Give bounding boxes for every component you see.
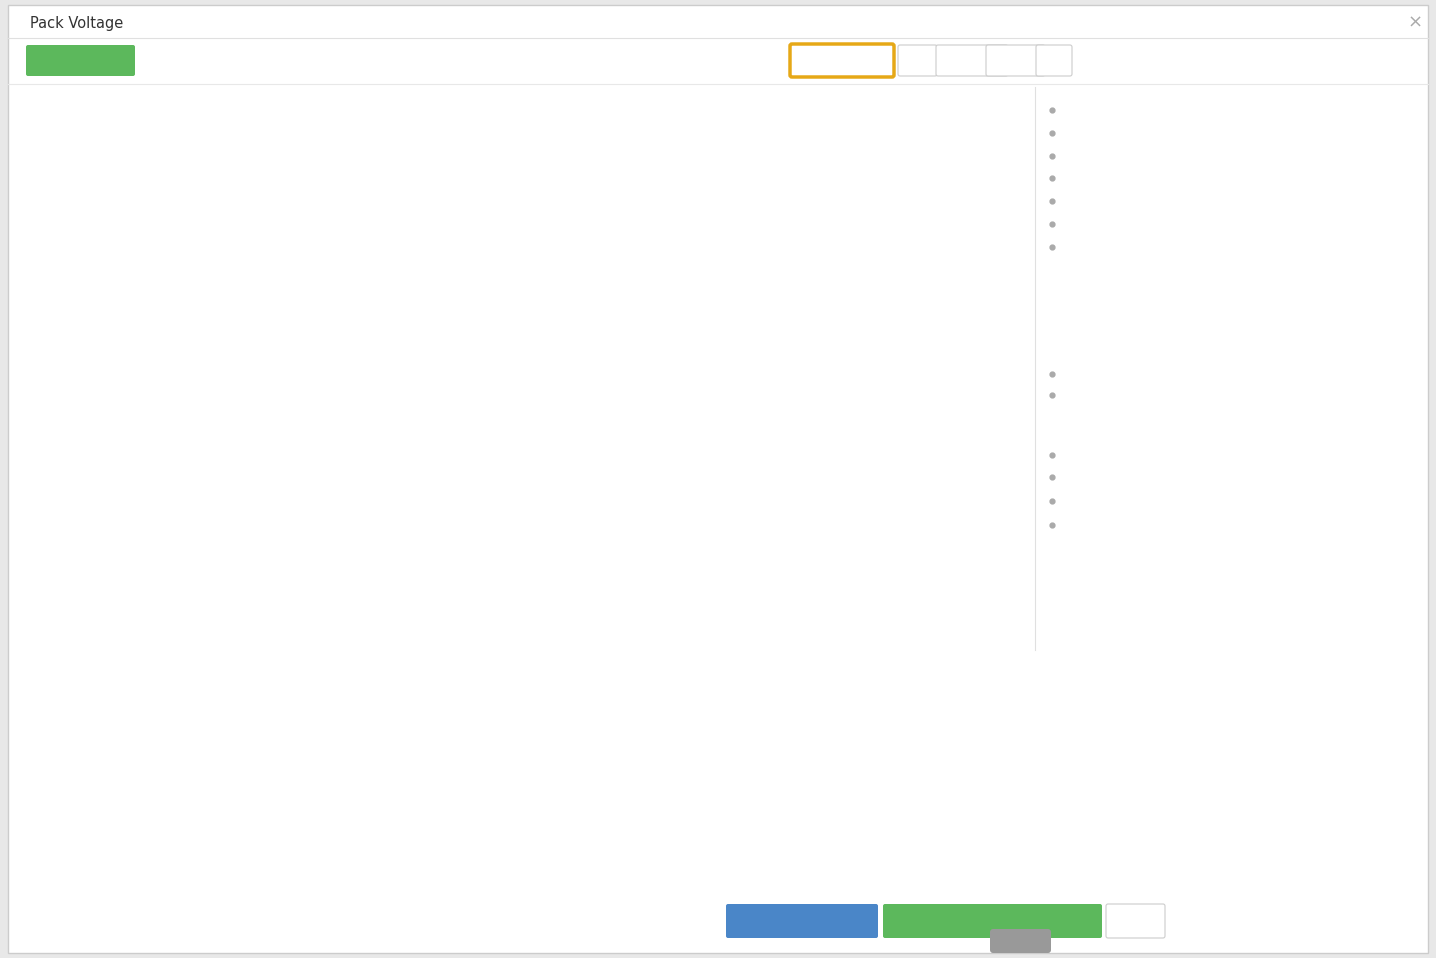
FancyBboxPatch shape (883, 904, 1101, 938)
Y-axis label: Y-Axis: Y-Axis (49, 349, 62, 387)
FancyBboxPatch shape (9, 5, 1427, 953)
Text: ⬇ Export Chart: ⬇ Export Chart (34, 56, 126, 66)
FancyBboxPatch shape (643, 101, 1024, 234)
X-axis label: X-Axis: X-Axis (544, 664, 584, 676)
FancyBboxPatch shape (989, 929, 1051, 953)
FancyBboxPatch shape (898, 45, 938, 76)
Text: ▾  Colored By: id: ▾ Colored By: id (676, 123, 767, 132)
Text: → Next: → Next (998, 56, 1034, 66)
Text: First: First (906, 56, 929, 66)
Text: Pack Voltage: Pack Voltage (747, 165, 819, 174)
Text: 2:3349: 2:3349 (1002, 936, 1037, 946)
Text: Pack Voltage: Pack Voltage (30, 15, 123, 31)
FancyBboxPatch shape (727, 904, 877, 938)
Text: ×: × (1407, 14, 1423, 32)
Text: Last: Last (1043, 56, 1066, 66)
FancyBboxPatch shape (987, 45, 1045, 76)
FancyBboxPatch shape (26, 45, 135, 76)
Text: Go to Response ▼: Go to Response ▼ (793, 56, 892, 66)
FancyBboxPatch shape (1106, 904, 1165, 938)
Text: Create new page with this response: Create new page with this response (892, 916, 1093, 926)
FancyBboxPatch shape (790, 44, 895, 77)
Text: Cancel: Cancel (1116, 916, 1155, 926)
Text: Pack Voltage: Pack Voltage (747, 196, 819, 207)
FancyBboxPatch shape (1035, 45, 1073, 76)
FancyBboxPatch shape (936, 45, 1008, 76)
Text: Add to current page: Add to current page (747, 916, 857, 926)
Text: ← Previous: ← Previous (943, 56, 999, 66)
Title: Pack Voltage: Pack Voltage (517, 75, 610, 90)
Text: ⋮: ⋮ (989, 123, 1002, 135)
